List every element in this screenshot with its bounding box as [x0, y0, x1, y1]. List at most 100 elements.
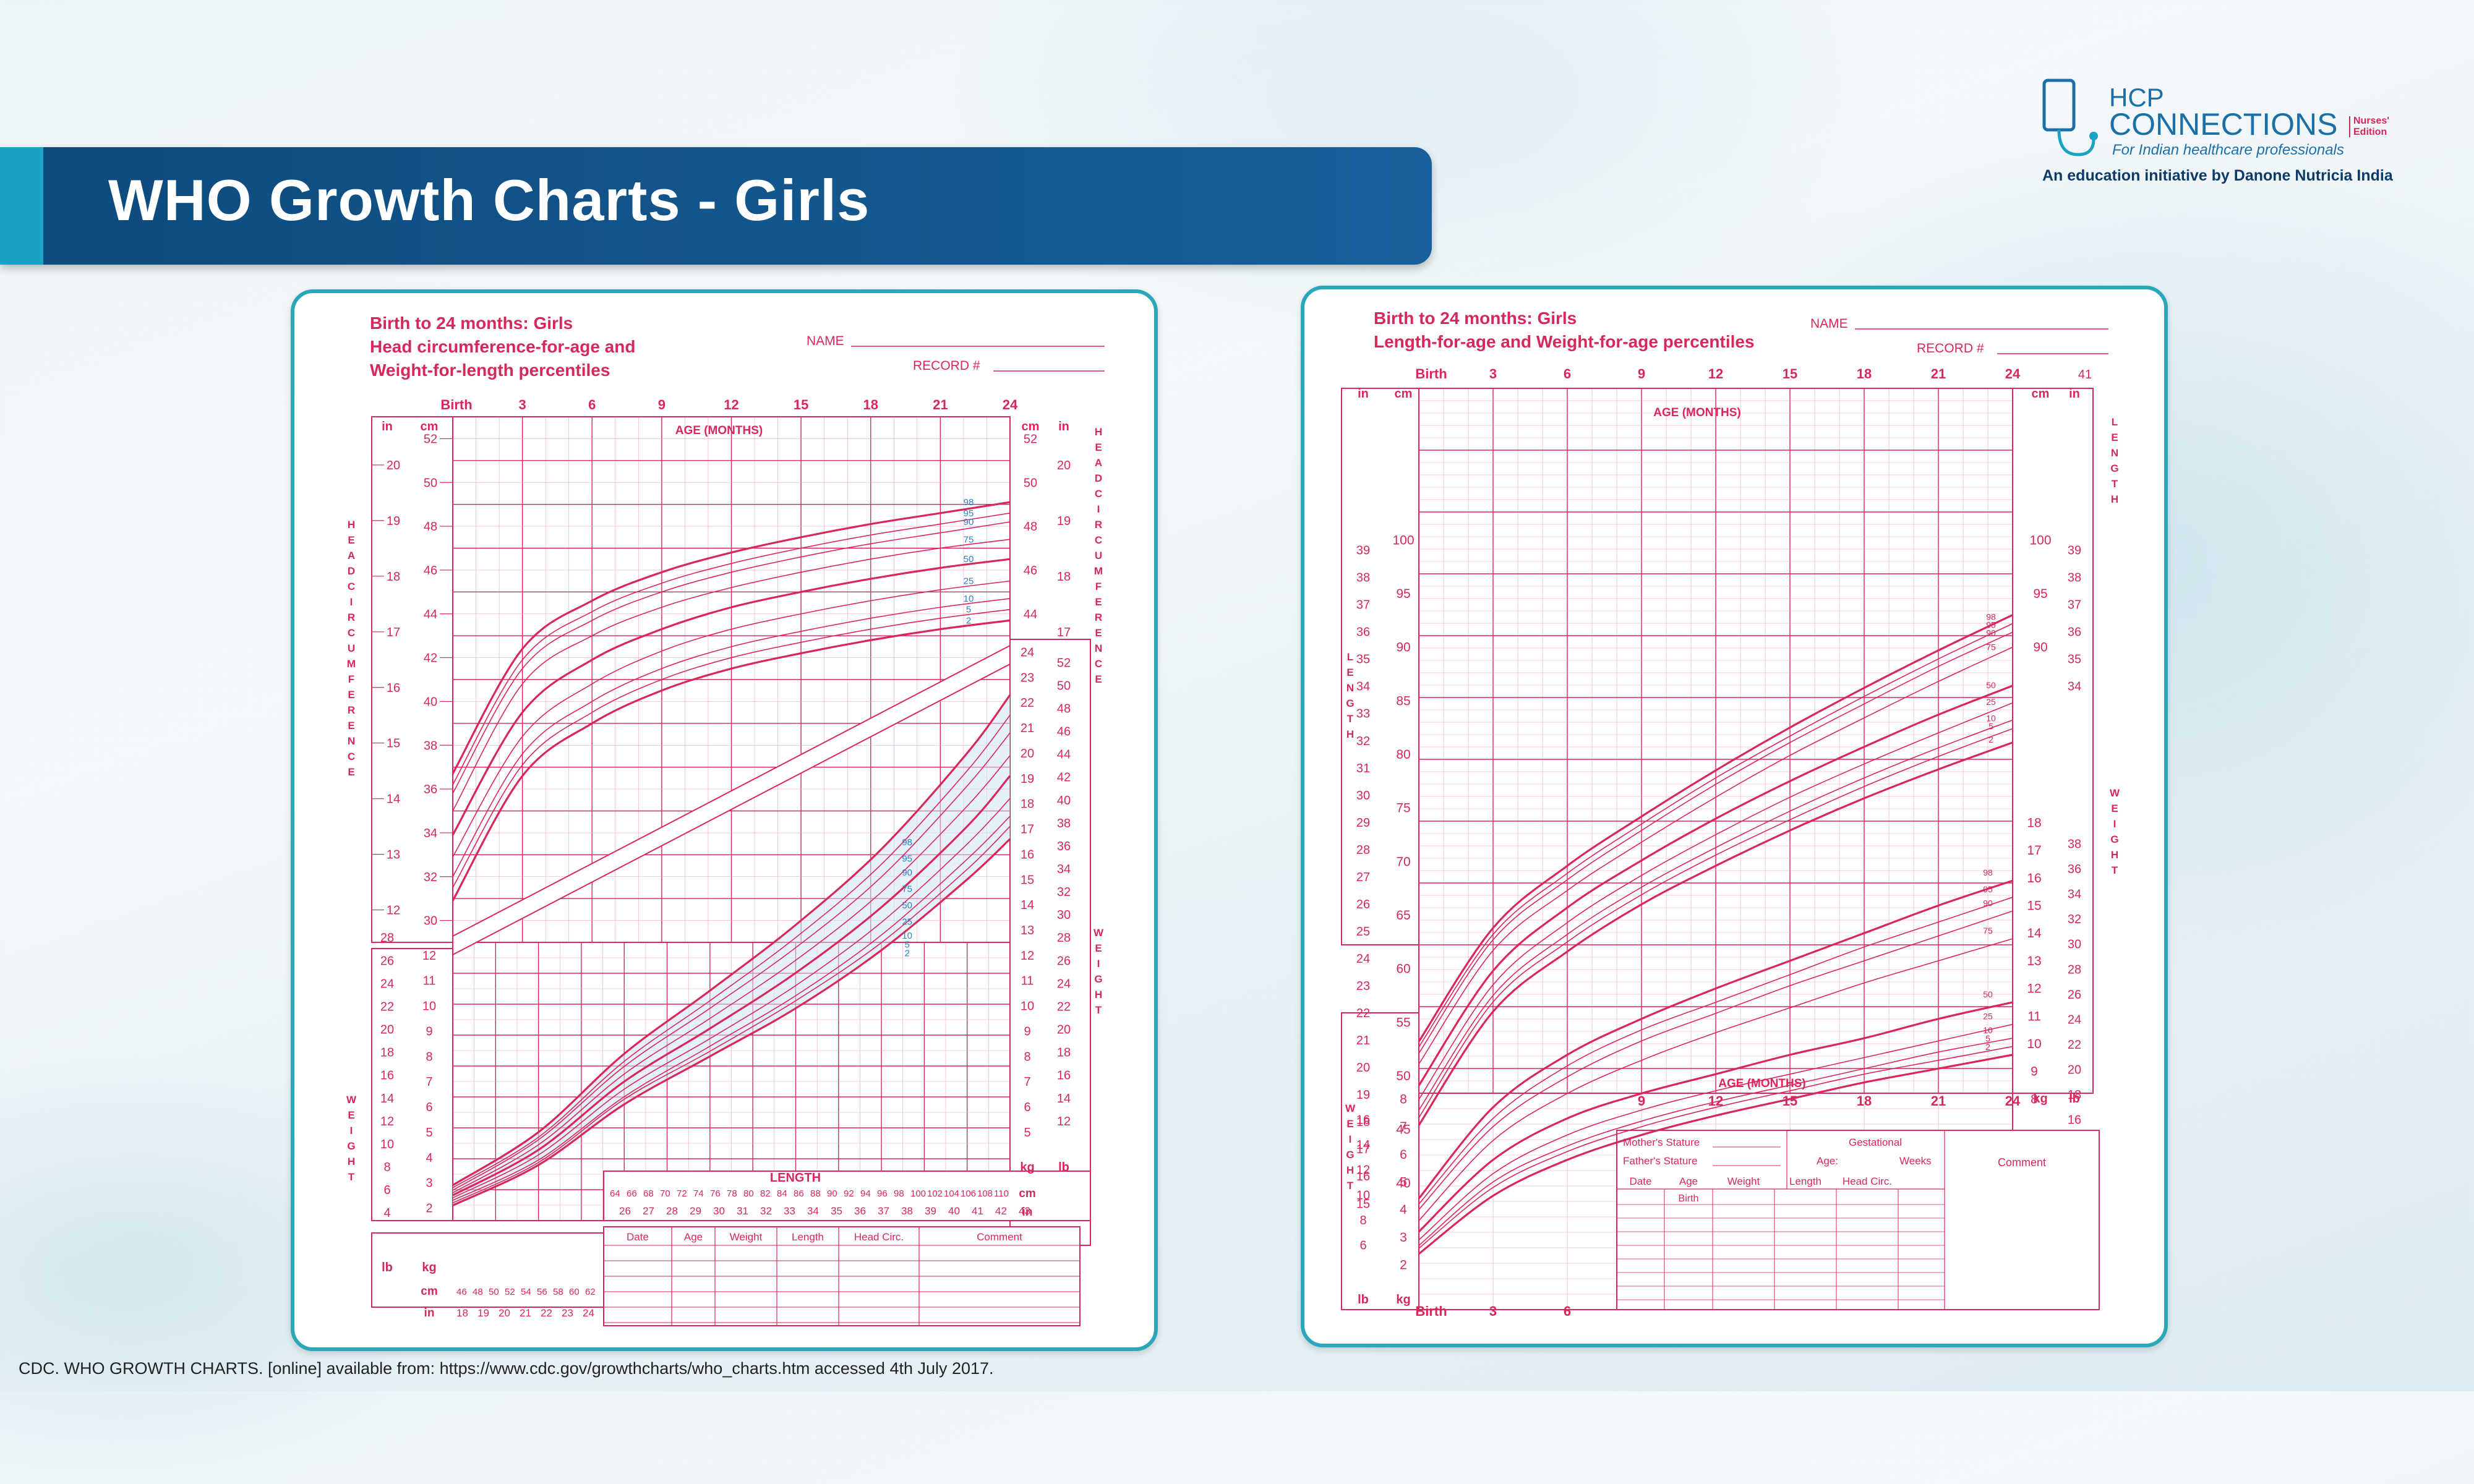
length-in-tick: 29 — [1356, 816, 1370, 830]
axis-frame — [371, 948, 453, 1221]
length-in-tick: 42 — [995, 1205, 1007, 1217]
wfl-curve-50 — [452, 775, 1011, 1196]
length-cm-tick: 100 — [1392, 533, 1414, 547]
head-axis-letter-right: F — [1095, 581, 1102, 592]
age-tick-label: 21 — [933, 397, 948, 412]
head-percentile-label-95: 95 — [964, 508, 974, 519]
wfl-kg-tick-right: 11 — [1021, 974, 1034, 988]
length-cm-tick: 110 — [994, 1188, 1009, 1199]
wfl-kg-tick: 10 — [422, 1000, 436, 1013]
length-cm-tick: 75 — [1396, 801, 1410, 816]
head-in-tick: 19 — [387, 514, 400, 528]
length-cm-tick: 92 — [844, 1188, 854, 1199]
unit-cm-label: cm — [421, 1285, 437, 1298]
wfl-lb-tick-right: 24 — [1057, 977, 1071, 991]
wfl-lb-tick-right: 46 — [1057, 725, 1071, 739]
unit-lb-label: lb — [1358, 1293, 1369, 1307]
wfl-lb-tick-right: 52 — [1057, 656, 1071, 670]
head-curve-5 — [452, 608, 1011, 888]
length-cm-tick: 90 — [1396, 641, 1410, 655]
weight-kg-tick: 2 — [1400, 1258, 1407, 1273]
wfl-kg-tick-right: 9 — [1024, 1025, 1030, 1038]
wfl-lb-tick: 18 — [380, 1046, 394, 1060]
length-percentile-label-25: 25 — [1986, 697, 1996, 707]
weight-kg-tick-right: 14 — [2027, 926, 2042, 940]
head-in-tick: 15 — [387, 737, 400, 751]
weight-lb-tick: 6 — [1359, 1239, 1366, 1252]
head-percentile-label-5: 5 — [966, 605, 971, 615]
head-in-tick-right: 19 — [1057, 514, 1071, 528]
weight-kg-tick-right: 10 — [2027, 1037, 2041, 1051]
wfl-kg-tick: 7 — [426, 1075, 432, 1089]
length-cm-tick: 72 — [677, 1188, 687, 1199]
age-tick-label: 9 — [1638, 1093, 1645, 1109]
length-in-tick: 40 — [948, 1205, 960, 1217]
head-in-tick-right: 20 — [1057, 459, 1071, 472]
wfl-kg-tick: 8 — [426, 1050, 432, 1064]
wfl-kg-tick-right: 18 — [1021, 798, 1034, 811]
wfl-lb-tick: 8 — [383, 1161, 390, 1174]
head-cm-tick: 52 — [424, 432, 437, 446]
weight-lb-tick: 12 — [1356, 1164, 1370, 1177]
age-tick-label: 6 — [588, 397, 596, 412]
weight-axis-letter: E — [1346, 1118, 1353, 1130]
wfl-percentile-label-50: 50 — [902, 900, 912, 911]
age-tick-label: 12 — [1708, 1093, 1723, 1109]
length-cm-tick: 100 — [910, 1188, 926, 1199]
length-axis-letter-right: G — [2110, 463, 2118, 474]
length-axis-letter-right: H — [2111, 493, 2118, 505]
unit-in-label: in — [1058, 420, 1069, 433]
wfl-kg-tick-right: 15 — [1021, 873, 1034, 887]
head-cm-tick-right: 46 — [1024, 564, 1037, 578]
wfl-percentile-label-95: 95 — [902, 854, 912, 864]
age-tick-label: 24 — [2005, 1093, 2021, 1109]
weight-lb-tick-right: 38 — [2068, 837, 2081, 851]
head-percentile-label-75: 75 — [964, 534, 974, 545]
head-axis-letter: E — [348, 689, 354, 701]
head-curve-98 — [452, 501, 1011, 775]
title-banner — [0, 147, 1432, 265]
weight-kg-tick-right: 17 — [2027, 843, 2041, 858]
length-axis-letter: G — [1346, 697, 1354, 709]
axis-frame — [371, 416, 453, 943]
weight-axis-letter: T — [348, 1171, 355, 1183]
length-in-tick: 34 — [1356, 680, 1370, 694]
logo-initiative: An education initiative by Danone Nutric… — [2042, 167, 2394, 184]
age-tick-label: Birth — [1415, 1303, 1447, 1319]
wfl-kg-tick-right: 5 — [1024, 1126, 1030, 1140]
weight-axis-letter-right: T — [2112, 864, 2118, 876]
head-percentile-label-90: 90 — [964, 517, 974, 527]
length-in-tick: 35 — [831, 1205, 842, 1217]
record-table-header: Head Circ. — [854, 1231, 904, 1243]
info-table-header: Length — [1789, 1175, 1821, 1187]
weight-kg-tick-right: 18 — [2027, 816, 2041, 830]
head-curve-25 — [452, 580, 1011, 858]
head-axis-letter-right: C — [1095, 488, 1102, 500]
record-table-header: Date — [627, 1231, 649, 1243]
hcp-connections-logo: HCP CONNECTIONS Nurses' Edition For Indi… — [2035, 74, 2418, 192]
head-axis-letter: U — [348, 642, 355, 654]
length-cm-tick: 40 — [1396, 1176, 1410, 1190]
age-tick-label: 21 — [1931, 1093, 1946, 1109]
length-small-cm-tick: 60 — [569, 1287, 580, 1297]
length-axis-letter-right: N — [2111, 447, 2118, 459]
weight-lb-tick-right: 36 — [2068, 863, 2081, 876]
comment-label: Comment — [1998, 1156, 2046, 1169]
age-axis-label: AGE (MONTHS) — [1718, 1077, 1805, 1090]
length-in-tick: 34 — [807, 1205, 819, 1217]
citation: CDC. WHO GROWTH CHARTS. [online] availab… — [19, 1359, 994, 1378]
wfl-lb-tick: 24 — [380, 977, 394, 991]
head-cm-tick: 36 — [424, 783, 437, 796]
wfl-kg-tick: 4 — [426, 1151, 432, 1165]
top-right-in-label: 41 — [2078, 368, 2092, 382]
length-in-tick: 32 — [1356, 735, 1370, 748]
wfl-kg-tick-right: 14 — [1021, 898, 1034, 912]
age-tick-label: 9 — [658, 397, 666, 412]
weight-percentile-label-50: 50 — [1983, 989, 1993, 999]
logo-edition-line1: Nurses' — [2353, 116, 2389, 126]
age-tick-label: 18 — [1857, 1093, 1872, 1109]
length-in-tick: 28 — [1356, 843, 1370, 857]
length-in-tick: 33 — [1356, 707, 1370, 721]
length-cm-tick: 108 — [977, 1188, 993, 1199]
